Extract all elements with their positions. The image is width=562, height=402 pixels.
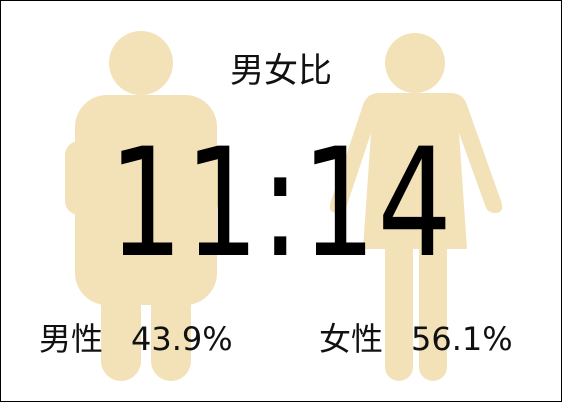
chart-title: 男女比 [230, 51, 332, 91]
female-percent: 56.1% [411, 320, 513, 358]
male-percent: 43.9% [131, 320, 233, 358]
female-stat: 女性 56.1% [319, 319, 513, 359]
gender-ratio-value: 11:14 [108, 117, 454, 291]
male-label: 男性 [39, 320, 104, 358]
female-label: 女性 [319, 320, 384, 358]
male-stat: 男性 43.9% [39, 319, 233, 359]
